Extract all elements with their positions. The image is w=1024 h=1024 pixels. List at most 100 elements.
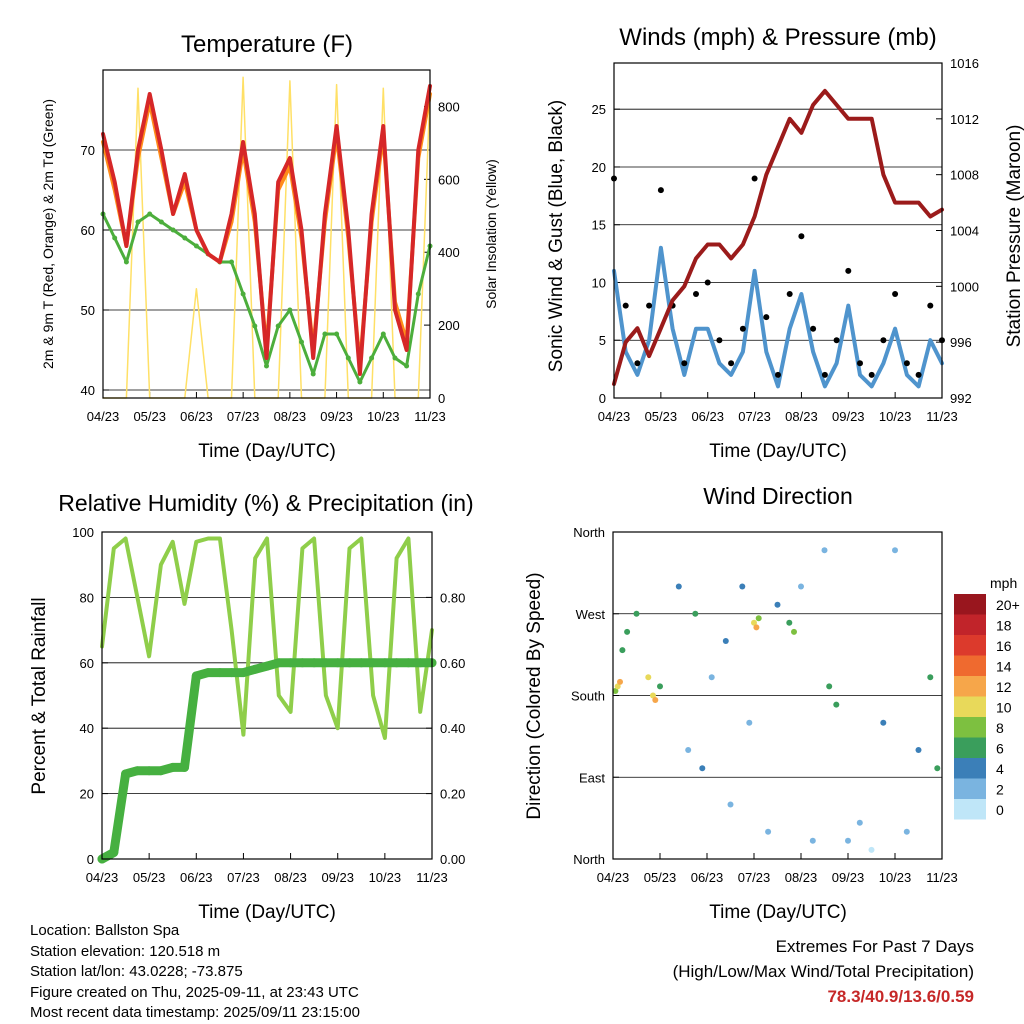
humidity-xtick-label: 11/23	[416, 870, 448, 885]
humidity-xtick-label: 04/23	[86, 870, 119, 885]
direction-xtick-label: 09/23	[832, 870, 865, 885]
direction-point	[753, 624, 760, 631]
latlon-text: Station lat/lon: 43.0228; -73.875	[30, 963, 243, 980]
direction-point	[657, 683, 663, 690]
winds-y2tick-label: 1008	[950, 168, 979, 183]
direction-point	[739, 583, 746, 590]
precip-point	[238, 668, 248, 678]
direction-xtick-label: 11/23	[926, 870, 958, 885]
winds-y2tick-label: 1004	[950, 224, 979, 239]
gust-point	[810, 325, 817, 332]
direction-point	[650, 692, 656, 699]
temperature-xtick-label: 10/23	[367, 409, 400, 424]
humidity-ytick-label: 100	[72, 525, 94, 540]
precip-point	[403, 658, 413, 668]
precip-point	[168, 762, 178, 772]
winds-y2tick-label: 996	[950, 335, 972, 350]
dewpoint-point	[310, 371, 316, 377]
colorbar-swatch	[954, 778, 986, 799]
temperature-xtick-label: 06/23	[180, 409, 213, 424]
direction-xtick-label: 06/23	[691, 870, 724, 885]
gust-point	[646, 302, 653, 309]
direction-point	[612, 688, 619, 694]
direction-point	[708, 674, 715, 681]
direction-ytick-label: North	[573, 852, 605, 867]
precip-point	[392, 658, 402, 668]
direction-point	[746, 719, 753, 726]
direction-point	[751, 619, 757, 626]
temperature-y2tick-label: 0	[438, 391, 445, 406]
gust-point	[857, 360, 863, 367]
gust-point	[845, 267, 852, 274]
direction-panel: Wind Direction 04/23 05/23 06/23 07/23 08/23…	[524, 483, 1020, 923]
winds-ytick-label: 0	[599, 391, 606, 406]
humidity-frame	[101, 531, 433, 860]
precip-point	[356, 658, 366, 668]
colorbar-label: 10	[996, 700, 1012, 716]
winds-ytick-label: 15	[592, 218, 606, 233]
precip-point	[309, 658, 319, 668]
winds-xtick-label: 09/23	[832, 409, 865, 424]
elevation-text: Station elevation: 120.518 m	[30, 942, 221, 960]
colorbar-title: mph	[990, 575, 1017, 591]
extremes-values: 78.3/40.9/13.6/0.59	[827, 987, 974, 1006]
winds-xlabel: Time (Day/UTC)	[709, 441, 847, 462]
temperature-title: Temperature (F)	[181, 31, 353, 58]
dewpoint-point	[147, 211, 153, 217]
precip-point	[227, 668, 237, 678]
direction-point	[915, 747, 922, 753]
dewpoint-point	[264, 363, 269, 369]
winds-plot: 04/23 05/23 06/23 07/23 08/23 09/23 10/23 11/23…	[592, 56, 979, 424]
colorbar-label: 16	[996, 638, 1012, 654]
precip-point	[297, 658, 307, 668]
humidity-plot: 04/23 05/23 06/23 07/23 08/23 09/23 10/23 11/23…	[72, 525, 465, 885]
colorbar-label: 2	[996, 782, 1004, 798]
temperature-frame	[102, 69, 431, 399]
colorbar-swatch	[954, 594, 986, 615]
humidity-xtick-label: 07/23	[227, 870, 260, 885]
gust-point	[903, 360, 910, 367]
precip-point	[156, 766, 166, 776]
direction-point	[927, 674, 934, 681]
direction-point	[880, 719, 887, 726]
humidity-ytick-label: 40	[80, 721, 94, 736]
colorbar-label: 8	[996, 720, 1004, 736]
winds-xtick-label: 06/23	[691, 409, 724, 424]
humidity-ylabel-left: Percent & Total Rainfall	[29, 597, 50, 794]
direction-point	[809, 837, 816, 844]
direction-point	[685, 747, 692, 753]
winds-xtick-label: 04/23	[598, 409, 631, 424]
precip-point	[180, 762, 189, 772]
humidity-ytick-label: 80	[80, 590, 94, 605]
dewpoint-point	[287, 307, 293, 313]
gust-point	[927, 302, 934, 309]
dewpoint-point	[193, 243, 199, 249]
winds-xtick-label: 11/23	[926, 409, 958, 424]
winds-ylabel-right: Station Pressure (Maroon)	[1004, 125, 1024, 348]
direction-point	[727, 801, 734, 808]
direction-xtick-label: 10/23	[879, 870, 912, 885]
colorbar-swatch	[954, 676, 986, 697]
gust-point	[868, 371, 875, 378]
temperature-xlabel: Time (Day/UTC)	[198, 441, 336, 462]
winds-y2tick-label: 1000	[950, 279, 979, 294]
temperature-ytick-label: 70	[81, 143, 95, 158]
precip-point	[368, 658, 378, 668]
direction-point	[774, 601, 781, 608]
gust-point	[693, 291, 699, 297]
direction-point	[633, 610, 640, 617]
direction-point	[934, 765, 941, 772]
temperature-xtick-label: 08/23	[274, 409, 307, 424]
station-info: Location: Ballston Spa Station elevation…	[30, 921, 360, 1024]
precip-point	[191, 671, 201, 681]
temperature-xtick-label: 04/23	[87, 409, 120, 424]
winds-xtick-label: 08/23	[785, 409, 818, 424]
direction-point	[617, 678, 623, 685]
gust-point	[634, 360, 641, 367]
gust-point	[798, 233, 805, 240]
colorbar-swatch	[954, 737, 986, 758]
humidity-y2tick-label: 0.20	[440, 787, 465, 802]
direction-point	[821, 547, 828, 554]
dewpoint-point	[158, 219, 164, 225]
